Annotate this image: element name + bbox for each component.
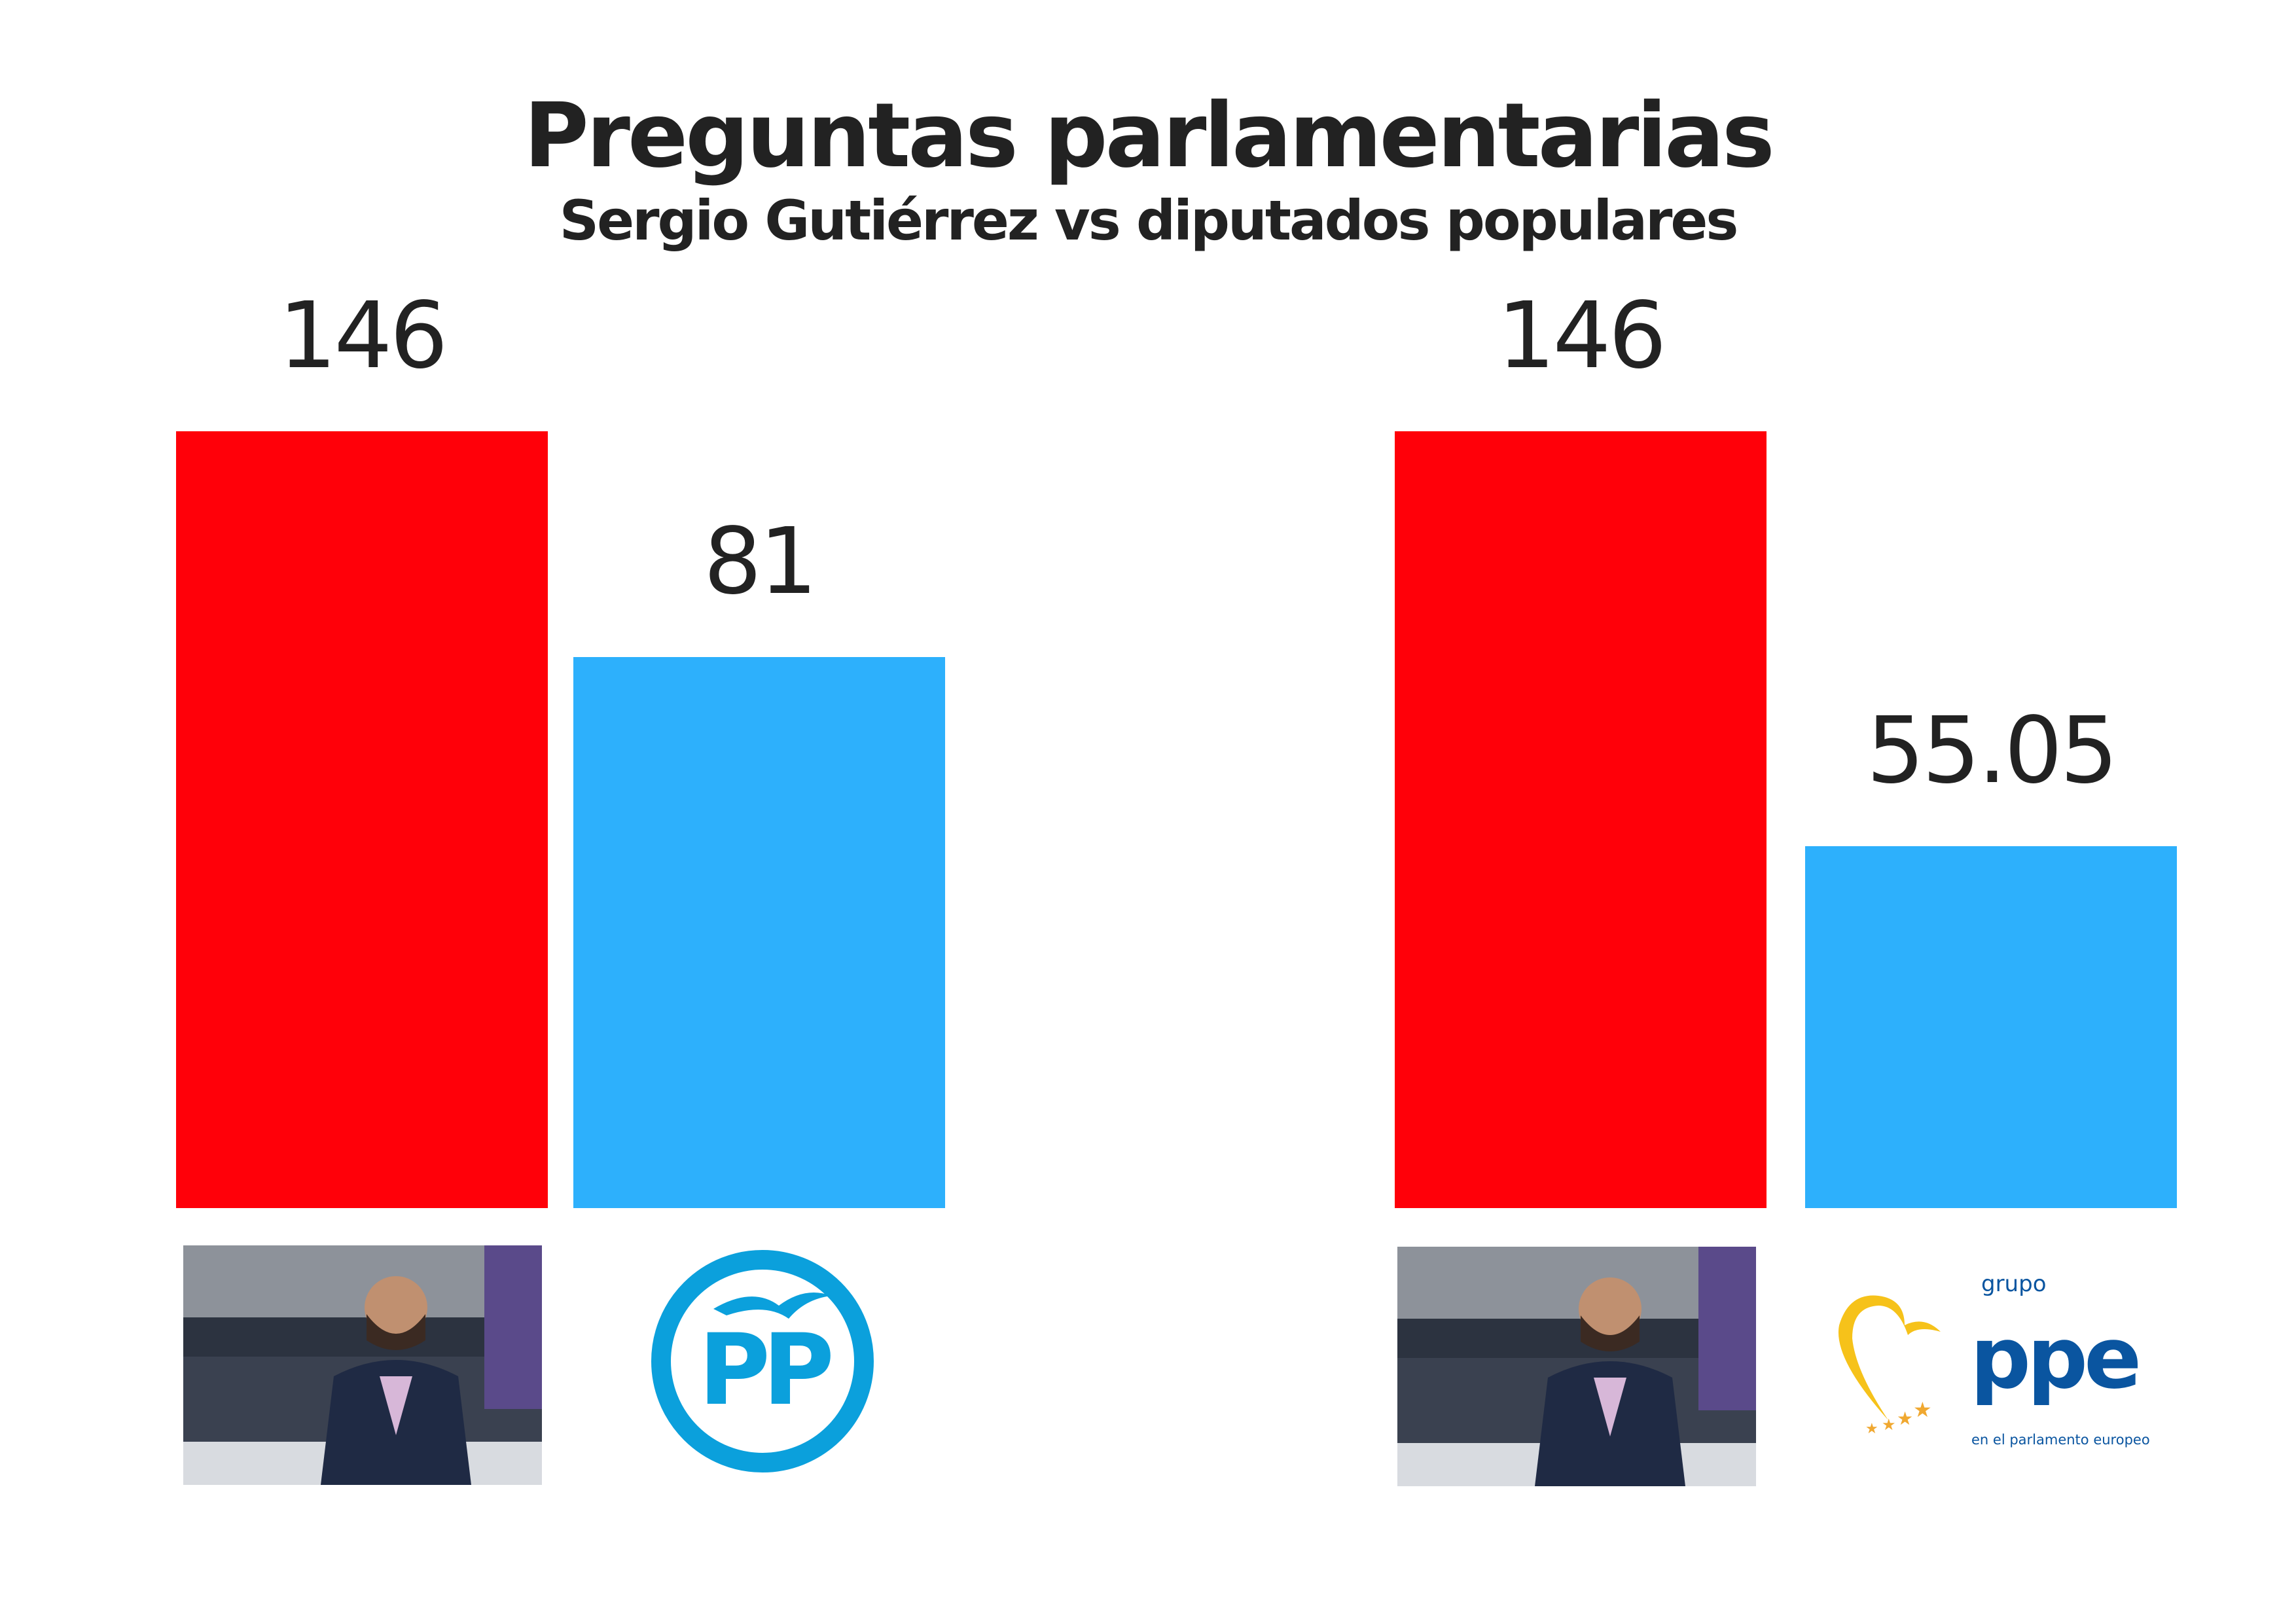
sergio-gutierrez-photo: [1397, 1247, 1756, 1486]
bar-1-1: [176, 431, 548, 1208]
bar-value-label: 146: [278, 283, 448, 389]
svg-text:★: ★: [1882, 1416, 1896, 1434]
bar-value-label: 81: [703, 508, 817, 616]
ppe-logo-top: grupo: [1981, 1271, 2047, 1297]
bar-2-2: [1805, 846, 2177, 1208]
ppe-logo-main: ppe: [1970, 1308, 2138, 1408]
bar-2-1: [1395, 431, 1767, 1208]
bar-1-2: [573, 657, 945, 1208]
sergio-gutierrez-photo: [183, 1245, 542, 1485]
ppe-logo: ★ ★ ★ ★ grupo ppe en el parlamento europeo: [1838, 1271, 2150, 1448]
svg-text:★: ★: [1913, 1397, 1932, 1422]
svg-text:★: ★: [1865, 1421, 1878, 1437]
chart-subtitle: Sergio Gutiérrez vs diputados populares: [559, 188, 1739, 253]
bar-value-label: 146: [1497, 283, 1666, 389]
ppe-logo-bottom: en el parlamento europeo: [1971, 1432, 2150, 1448]
svg-text:★: ★: [1897, 1408, 1913, 1429]
chart-title: Preguntas parlamentarias: [524, 84, 1775, 188]
pp-logo: PP: [651, 1250, 874, 1472]
bar-value-label: 55.05: [1866, 697, 2119, 804]
pp-logo-text: PP: [698, 1313, 831, 1427]
